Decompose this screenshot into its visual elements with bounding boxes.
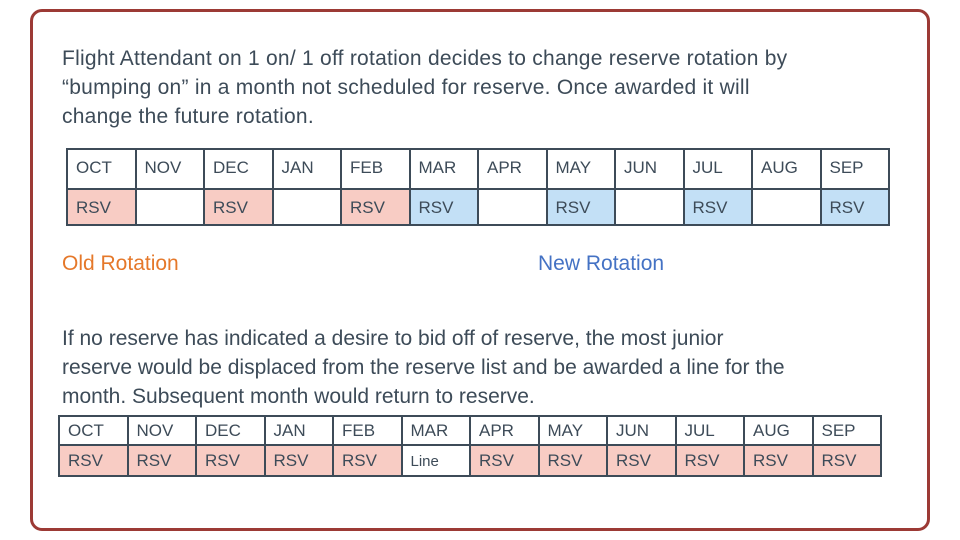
schedule-cell-rsv: RSV (545, 188, 616, 226)
intro-line-2: “bumping on” in a month not scheduled fo… (62, 76, 750, 99)
schedule-cell-rsv: RSV (58, 444, 129, 477)
body-line-2: reserve would be displaced from the rese… (62, 356, 785, 379)
schedule-cell-rsv: RSV (66, 188, 137, 226)
month-header-row: OCT NOV DEC JAN FEB MAR APR MAY JUN JUL AUG SEP (58, 415, 882, 446)
month-header-cell: MAR (400, 415, 471, 446)
schedule-cell-rsv: RSV (263, 444, 334, 477)
month-header-cell: OCT (66, 148, 137, 190)
schedule-cell-rsv: RSV (126, 444, 197, 477)
month-header-cell: AUG (751, 148, 822, 190)
month-header-row: OCT NOV DEC JAN FEB MAR APR MAY JUN JUL AUG SEP (66, 148, 890, 190)
schedule-cell-rsv: RSV (203, 188, 274, 226)
old-new-rotation-table: OCT NOV DEC JAN FEB MAR APR MAY JUN JUL AUG SEP RSV… (66, 148, 890, 226)
month-header-cell: MAR (408, 148, 479, 190)
schedule-cell-rsv: RSV (606, 444, 677, 477)
new-rotation-label: New Rotation (538, 252, 665, 275)
schedule-cell-empty (751, 188, 822, 226)
month-header-cell: DEC (203, 148, 274, 190)
schedule-cell-empty (134, 188, 205, 226)
month-header-cell: JAN (271, 148, 342, 190)
month-header-cell: MAY (545, 148, 616, 190)
schedule-cell-rsv: RSV (743, 444, 814, 477)
displacement-table: OCT NOV DEC JAN FEB MAR APR MAY JUN JUL AUG SEP RSV… (58, 415, 882, 477)
schedule-cell-empty (477, 188, 548, 226)
month-header-cell: AUG (743, 415, 814, 446)
month-header-cell: JUL (682, 148, 753, 190)
schedule-cell-empty (614, 188, 685, 226)
schedule-cell-rsv: RSV (469, 444, 540, 477)
month-header-cell: FEB (332, 415, 403, 446)
intro-line-3: change the future rotation. (62, 105, 314, 128)
month-header-cell: OCT (58, 415, 129, 446)
schedule-cell-rsv: RSV (408, 188, 479, 226)
schedule-cell-rsv: RSV (811, 444, 882, 477)
month-header-cell: APR (469, 415, 540, 446)
schedule-cell-line: Line (400, 444, 471, 477)
month-header-cell: JUL (674, 415, 745, 446)
schedule-cell-rsv: RSV (537, 444, 608, 477)
schedule-cell-rsv: RSV (682, 188, 753, 226)
schedule-cell-rsv: RSV (340, 188, 411, 226)
month-header-cell: FEB (340, 148, 411, 190)
body-paragraph: If no reserve has indicated a desire to … (62, 324, 902, 411)
month-header-cell: NOV (134, 148, 205, 190)
month-header-cell: JUN (606, 415, 677, 446)
month-header-cell: JAN (263, 415, 334, 446)
schedule-cell-rsv: RSV (332, 444, 403, 477)
month-header-cell: SEP (819, 148, 890, 190)
month-header-cell: JUN (614, 148, 685, 190)
schedule-cell-rsv: RSV (195, 444, 266, 477)
month-header-cell: NOV (126, 415, 197, 446)
rotation-cells-row: RSV RSV RSV RSV RSV RSV RSV (66, 188, 890, 226)
old-rotation-label: Old Rotation (62, 252, 179, 275)
intro-line-1: Flight Attendant on 1 on/ 1 off rotation… (62, 47, 788, 70)
schedule-cell-rsv: RSV (674, 444, 745, 477)
month-header-cell: APR (477, 148, 548, 190)
body-line-1: If no reserve has indicated a desire to … (62, 327, 724, 350)
intro-paragraph: Flight Attendant on 1 on/ 1 off rotation… (62, 44, 902, 131)
month-header-cell: SEP (811, 415, 882, 446)
rotation-cells-row: RSV RSV RSV RSV RSV Line RSV RSV RSV RSV RSV RSV (58, 444, 882, 477)
month-header-cell: DEC (195, 415, 266, 446)
body-line-3: month. Subsequent month would return to … (62, 385, 535, 408)
schedule-cell-rsv: RSV (819, 188, 890, 226)
schedule-cell-empty (271, 188, 342, 226)
month-header-cell: MAY (537, 415, 608, 446)
